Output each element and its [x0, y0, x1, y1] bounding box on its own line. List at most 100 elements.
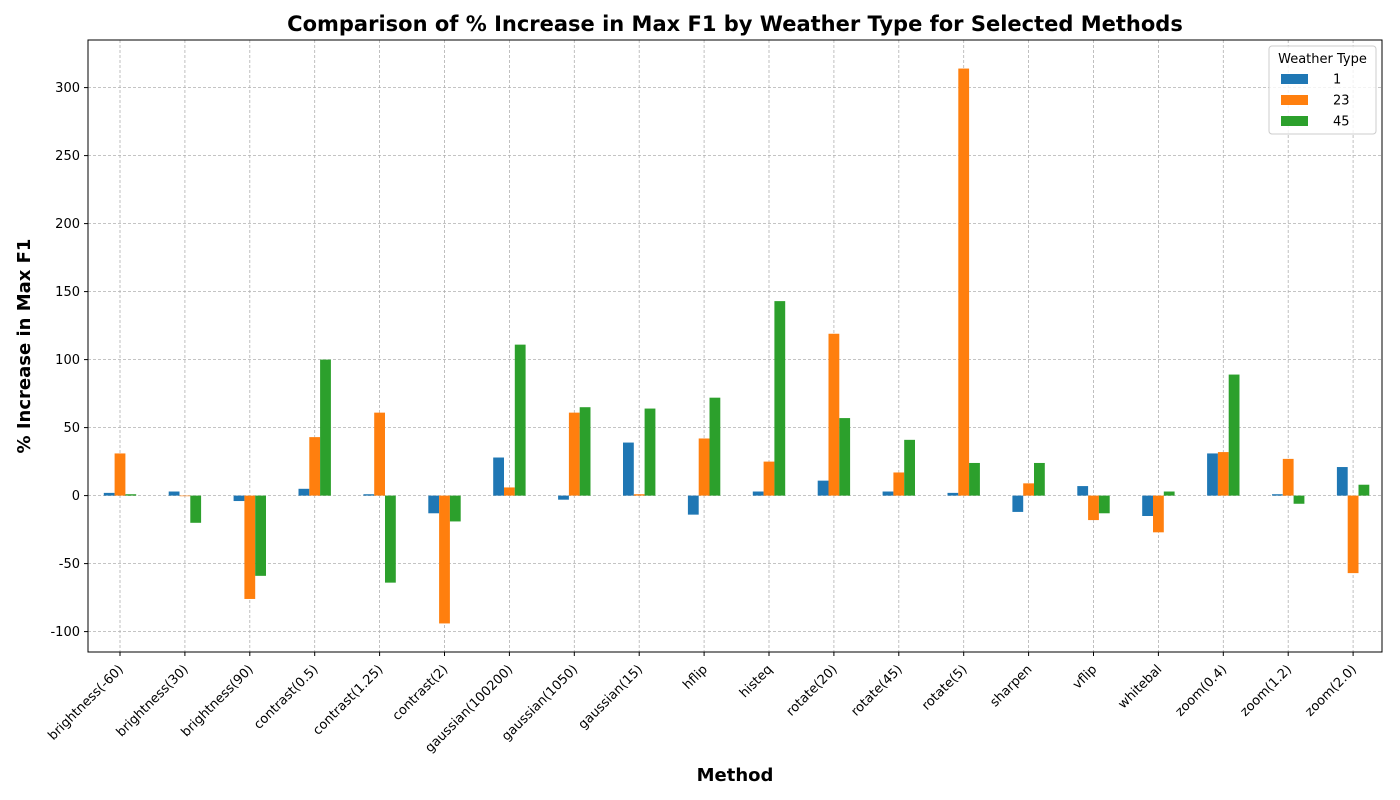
x-tick-label: whitebal: [1115, 662, 1165, 712]
y-axis: -100 -50 0 50 100 150 200 250 300: [50, 81, 88, 640]
bar: [1088, 495, 1099, 521]
bar: [1282, 458, 1294, 496]
bar: [817, 480, 829, 496]
x-tick-label: contrast(0.5): [251, 662, 321, 732]
bar: [947, 492, 959, 496]
x-tick-label: contrast(1.25): [310, 662, 386, 738]
plot-frame: [87, 39, 1383, 653]
y-tick-label: 300: [55, 81, 80, 96]
legend-swatch: [1281, 116, 1308, 126]
bar: [1098, 495, 1110, 514]
legend-box: [1268, 45, 1377, 135]
x-tick-label: contrast(2): [390, 662, 452, 724]
bar: [763, 461, 775, 496]
bar: [893, 472, 905, 496]
bar: [1358, 484, 1370, 496]
x-tick-label: zoom(1.2): [1238, 662, 1295, 719]
bar: [828, 333, 840, 496]
bar: [752, 491, 764, 496]
y-tick-label: 0: [72, 489, 80, 504]
bar: [298, 488, 310, 496]
y-tick-label: 50: [63, 421, 80, 436]
x-tick-label: gaussian(15): [576, 662, 646, 732]
bar: [558, 495, 569, 500]
bar: [1293, 495, 1305, 504]
bar: [103, 492, 115, 496]
legend-swatch: [1281, 74, 1308, 84]
legend-entry-label: 1: [1333, 73, 1341, 88]
bar: [504, 487, 515, 496]
bar: [1207, 453, 1218, 496]
bar: [1153, 495, 1164, 533]
bar: [255, 495, 266, 576]
bar: [125, 494, 137, 496]
bar: [1012, 495, 1024, 512]
legend: Weather Type 1 23 45: [1268, 45, 1377, 135]
bar: [514, 344, 526, 496]
bar: [904, 439, 915, 496]
bar: [969, 462, 980, 496]
bar: [1077, 486, 1089, 496]
bars: [103, 68, 1370, 624]
bar: [709, 397, 721, 496]
bar: [1034, 462, 1045, 496]
bar: [385, 495, 396, 583]
bar: [579, 407, 591, 496]
x-tick-label: rotate(5): [919, 662, 970, 713]
legend-entry-label: 45: [1333, 115, 1350, 130]
bar: [493, 457, 504, 496]
bar: [1272, 494, 1283, 496]
x-tick-label: zoom(0.4): [1173, 662, 1230, 719]
x-tick-label: hflip: [680, 662, 711, 693]
bar: [1142, 495, 1153, 516]
legend-swatch: [1281, 95, 1308, 105]
bar: [439, 495, 450, 624]
bar: [1336, 467, 1348, 496]
y-tick-label: 200: [55, 217, 80, 232]
bar: [687, 495, 699, 515]
bar: [363, 494, 375, 496]
x-tick-label: histeq: [737, 662, 776, 701]
x-tick-label: zoom(2.0): [1302, 662, 1359, 719]
bar: [320, 359, 331, 496]
bar: [1023, 483, 1034, 496]
bar: [568, 412, 580, 496]
y-tick-label: -50: [59, 557, 80, 572]
bar: [644, 408, 656, 496]
bar: [623, 442, 634, 496]
x-tick-label: rotate(20): [784, 662, 841, 719]
bar: [698, 438, 710, 496]
grid: [88, 40, 1382, 652]
bar: [114, 453, 126, 496]
x-tick-label: sharpen: [987, 662, 1035, 710]
bar: [774, 301, 786, 496]
y-tick-label: 250: [55, 149, 80, 164]
bar: [244, 495, 256, 599]
chart-title: Comparison of % Increase in Max F1 by We…: [287, 12, 1183, 36]
y-tick-label: -100: [50, 625, 80, 640]
bar: [190, 495, 202, 523]
y-axis-label: % Increase in Max F1: [14, 239, 35, 454]
bar: [1217, 452, 1229, 496]
bar: [839, 418, 851, 496]
bar: [428, 495, 440, 514]
bar: [958, 68, 970, 496]
bar: [168, 491, 180, 496]
bar: [233, 495, 245, 502]
bar: [179, 495, 191, 497]
bar: [1163, 491, 1175, 496]
bar: [882, 491, 894, 496]
y-tick-label: 150: [55, 285, 80, 300]
bar: [449, 495, 461, 522]
x-axis-label: Method: [697, 765, 774, 786]
legend-entry-label: 23: [1333, 94, 1350, 109]
bar: [1347, 495, 1359, 574]
x-tick-label: rotate(45): [848, 662, 905, 719]
x-tick-label: vflip: [1070, 662, 1100, 692]
x-axis: brightness(-60)brightness(30)brightness(…: [46, 652, 1360, 756]
legend-title: Weather Type: [1278, 52, 1367, 67]
bar: [309, 437, 321, 496]
bar: [633, 494, 645, 496]
y-tick-label: 100: [55, 353, 80, 368]
